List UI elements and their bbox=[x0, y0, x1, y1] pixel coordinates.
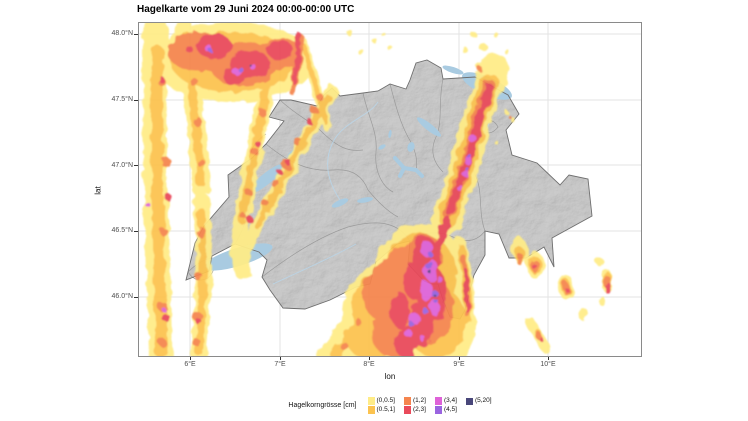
x-axis-title: lon bbox=[384, 372, 396, 381]
y-tick bbox=[134, 100, 138, 101]
page-title: Hagelkarte vom 29 Juni 2024 00:00-00:00 … bbox=[137, 4, 355, 15]
x-tick bbox=[459, 357, 460, 360]
legend-group: (5,20] bbox=[465, 397, 492, 406]
legend-label: (4,5] bbox=[443, 405, 457, 413]
legend-label: (5,20] bbox=[474, 397, 492, 404]
y-tick bbox=[134, 297, 138, 298]
legend-swatch bbox=[367, 397, 375, 405]
x-tick-label: 6°E bbox=[184, 361, 196, 368]
x-tick-label: 9°E bbox=[453, 361, 465, 368]
x-tick-label: 8°E bbox=[363, 361, 375, 368]
y-tick bbox=[134, 231, 138, 232]
legend-group: (1,2] (2,3] bbox=[403, 397, 426, 414]
x-tick bbox=[280, 357, 281, 360]
legend-label: (1,2] bbox=[412, 397, 426, 404]
x-tick-label: 10°E bbox=[540, 361, 556, 368]
x-tick bbox=[548, 357, 549, 360]
map-panel bbox=[138, 22, 642, 357]
legend-swatch bbox=[434, 406, 442, 414]
y-tick-label: 47.0°N bbox=[111, 162, 133, 169]
y-tick-label: 46.0°N bbox=[111, 293, 133, 300]
x-tick bbox=[190, 357, 191, 360]
legend-label: (2,3] bbox=[412, 405, 426, 413]
legend-label: (0.5,1] bbox=[376, 405, 395, 413]
hail-magenta bbox=[145, 45, 476, 341]
x-tick-label: 7°E bbox=[274, 361, 286, 368]
map-canvas bbox=[138, 22, 642, 357]
y-tick-label: 47.5°N bbox=[111, 96, 133, 103]
y-tick bbox=[134, 165, 138, 166]
x-tick bbox=[369, 357, 370, 360]
legend: Hagelkorngrösse [cm] (0,0.5] (0.5,1] (1,… bbox=[138, 397, 642, 414]
legend-group: (0,0.5] (0.5,1] bbox=[367, 397, 395, 414]
legend-label: (0,0.5] bbox=[376, 397, 395, 404]
legend-swatch bbox=[367, 406, 375, 414]
legend-swatch bbox=[465, 398, 473, 405]
hail-overlay bbox=[142, 22, 613, 357]
hail-navy bbox=[249, 64, 436, 297]
legend-label: (3,4] bbox=[443, 397, 457, 404]
legend-swatch bbox=[403, 406, 411, 414]
legend-swatch bbox=[403, 397, 411, 405]
y-tick bbox=[134, 34, 138, 35]
hail-red bbox=[159, 34, 611, 357]
legend-title: Hagelkorngrösse [cm] bbox=[288, 402, 357, 409]
legend-swatch bbox=[434, 397, 442, 405]
y-tick-label: 46.5°N bbox=[111, 227, 133, 234]
y-tick-label: 48.0°N bbox=[111, 30, 133, 37]
y-axis-title: lat bbox=[93, 186, 103, 195]
hail-purple bbox=[209, 49, 471, 328]
legend-group: (3,4] (4,5] bbox=[434, 397, 457, 414]
